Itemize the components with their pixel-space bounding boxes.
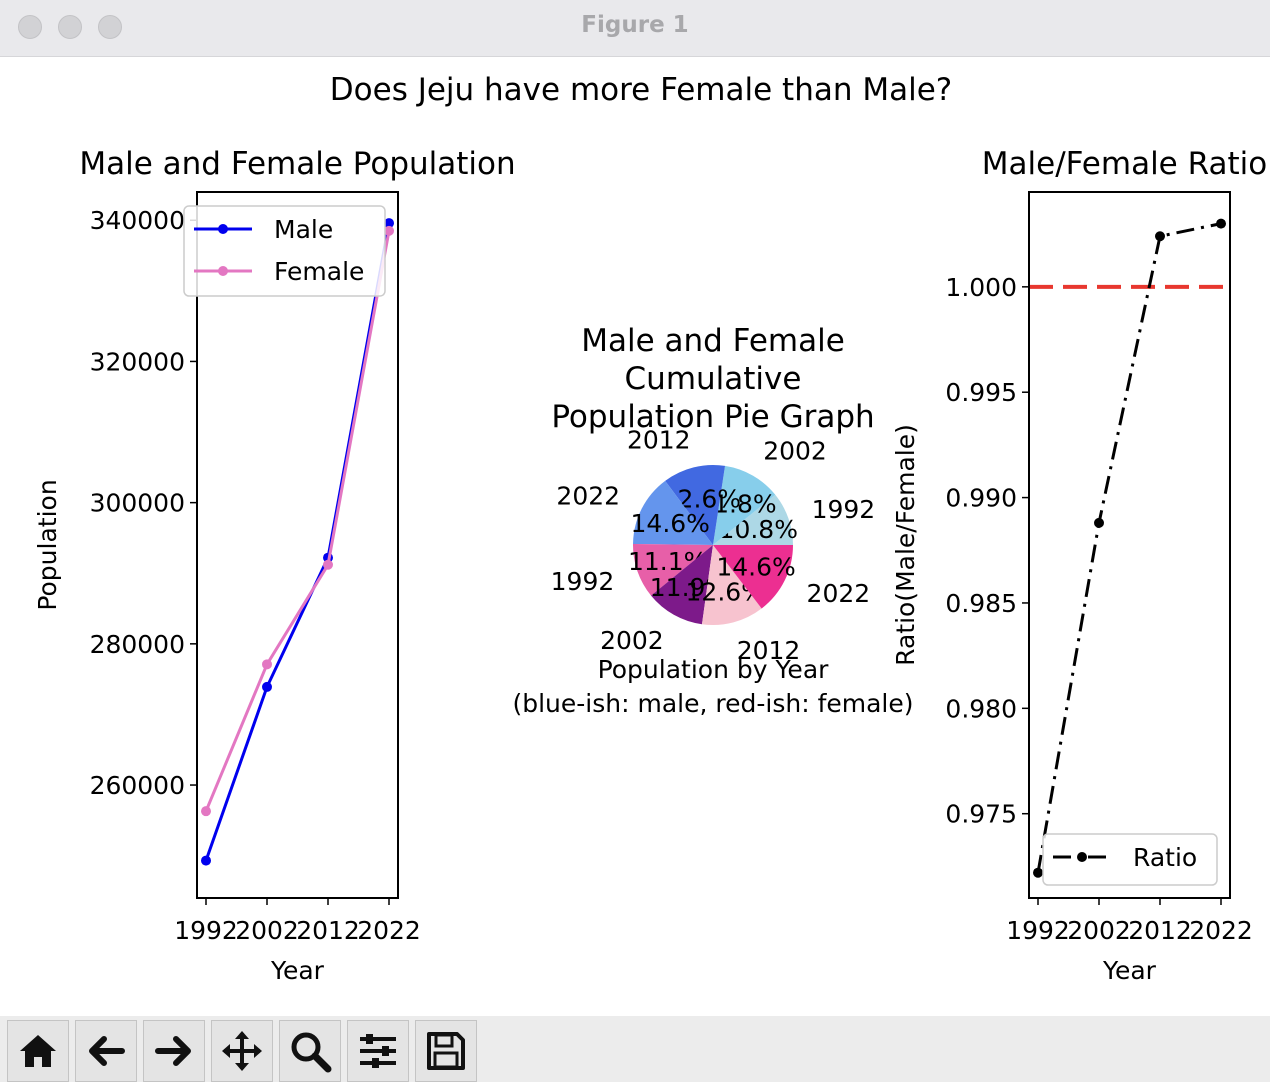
legend-label: Ratio [1133,843,1197,872]
forward-button[interactable] [143,1020,205,1082]
population-line-chart: Male and Female Population 260000 280000 30… [33,146,516,985]
y-tick-label: 260000 [90,771,185,800]
pie-percent-label: 14.6% [716,552,795,581]
y-tick-label: 0.980 [945,694,1017,723]
series-line-0 [1036,222,1222,873]
configure-subplots-icon [360,1034,396,1068]
back-button[interactable] [75,1020,137,1082]
y-axis-label: Ratio(Male/Female) [891,424,920,666]
zoom-window-button[interactable] [98,15,122,39]
pie-title-line: Male and Female [581,323,845,359]
x-tick-label: 2012 [296,916,360,945]
y-tick-label: 340000 [90,206,185,235]
x-tick-label: 2002 [1067,916,1131,945]
close-window-button[interactable] [18,15,42,39]
title-bar: Figure 1 [0,0,1270,57]
pie-slice [651,545,713,625]
plot-frame [1028,191,1231,899]
pie-slice-label: 1992 [812,495,876,524]
forward-icon [155,1036,191,1066]
legend-label: Male [274,215,333,244]
data-point [1216,218,1226,229]
x-tick-label: 2022 [357,916,421,945]
x-tick-label: 1992 [174,916,238,945]
pie-slice-label: 1992 [551,567,615,596]
pie-percent-label: 14.6% [631,509,710,538]
population-pie-chart: 199210.8%200211.8%201212.6%202214.6%1992… [512,323,913,718]
pie-xlabel-line: (blue-ish: male, red-ish: female) [512,689,913,718]
back-icon [89,1036,125,1066]
figure-canvas: Does Jeju have more Female than Male? Ma… [0,56,1270,1016]
navigation-toolbar [0,1016,1270,1082]
pie-slice-label: 2022 [807,579,871,608]
pan-button[interactable] [211,1020,273,1082]
zoom-icon [291,1032,332,1073]
minimize-window-button[interactable] [58,15,82,39]
x-tick-label: 2002 [235,916,299,945]
x-tick-label: 2022 [1189,916,1253,945]
data-point [384,218,394,229]
save-icon [427,1032,465,1070]
data-point [1155,231,1165,242]
pie-slice-label: 2012 [737,636,801,665]
pie-slice-label: 2022 [556,482,620,511]
y-tick-label: 0.995 [945,378,1017,407]
y-tick-label: 280000 [90,630,185,659]
y-tick-label: 0.975 [945,800,1017,829]
legend-label: Female [274,257,364,286]
pie-title-line: Population Pie Graph [551,399,874,435]
home-button[interactable] [7,1020,69,1082]
y-tick-label: 1.000 [945,273,1017,302]
save-button[interactable] [415,1020,477,1082]
data-point [384,225,394,236]
y-axis-label: Population [33,479,62,610]
ratio-line-chart: Male/Female Ratio 0.975 0.980 0.985 0.990 0.9… [891,146,1267,985]
pie-title-line: Cumulative [625,361,802,397]
pie-slice [701,545,762,626]
data-point [201,806,211,817]
data-point [323,559,333,570]
figure-svg: Does Jeju have more Female than Male? Ma… [33,72,1267,985]
legend-marker [1077,852,1087,862]
figure-suptitle: Does Jeju have more Female than Male? [330,72,952,108]
x-axis-label: Year [270,956,325,985]
y-tick-label: 0.985 [945,589,1017,618]
data-point [262,681,272,692]
plot-frame [196,191,399,899]
x-axis-label: Year [1102,956,1157,985]
pie-slice-label: 2002 [763,437,827,466]
y-tick-label: 320000 [90,347,185,376]
window-title: Figure 1 [581,12,689,38]
x-tick-label: 1992 [1006,916,1070,945]
data-point [1094,517,1104,528]
home-icon [20,1035,56,1067]
data-point [201,855,211,866]
pie-slice [713,545,793,609]
pan-icon [222,1031,262,1071]
legend-box [1042,833,1218,886]
series-line-0 [204,222,391,862]
pie-slice [633,480,713,545]
pie-slice [633,543,713,596]
legend-marker [218,266,228,276]
chart-title: Male and Female Population [79,146,515,182]
pie-xlabel-line: Population by Year [598,655,830,684]
pie-slice-label: 2012 [627,425,691,454]
y-tick-label: 300000 [90,489,185,518]
pie-slice-label: 2002 [600,626,664,655]
pie-slice [713,465,776,545]
configure-subplots-button[interactable] [347,1020,409,1082]
data-point [262,659,272,670]
x-tick-label: 2012 [1128,916,1192,945]
pie-slice [713,494,793,545]
zoom-button[interactable] [279,1020,341,1082]
legend-marker [218,224,228,234]
series-line-1 [204,230,391,812]
chart-title: Male/Female Ratio [982,146,1267,182]
y-tick-label: 0.990 [945,484,1017,513]
pie-slice [665,465,726,545]
data-point [1033,867,1043,878]
